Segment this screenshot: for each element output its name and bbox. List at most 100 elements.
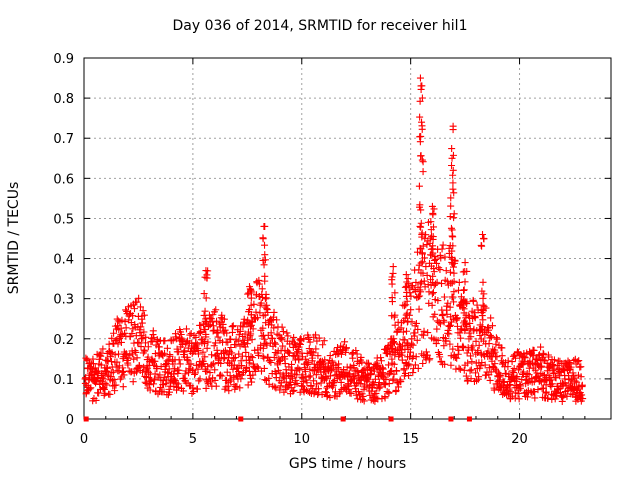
data-point — [140, 328, 148, 336]
data-point — [468, 358, 476, 366]
data-point — [498, 344, 506, 352]
data-point — [354, 368, 362, 376]
data-point — [200, 360, 208, 368]
peak-point — [261, 272, 269, 280]
data-point — [370, 367, 378, 375]
data-point — [227, 343, 235, 351]
data-point — [485, 340, 493, 348]
data-point — [356, 380, 364, 388]
data-point — [109, 368, 117, 376]
data-point — [124, 361, 132, 369]
peak-point — [419, 168, 427, 176]
data-point — [414, 364, 422, 372]
data-point — [416, 280, 424, 288]
peak-point — [417, 219, 425, 227]
data-point — [462, 372, 470, 380]
data-point — [271, 383, 279, 391]
data-point — [138, 319, 146, 327]
data-point — [104, 364, 112, 372]
data-point — [419, 360, 427, 368]
data-point — [456, 365, 464, 373]
data-point — [121, 350, 129, 358]
data-point — [446, 303, 454, 311]
data-point — [405, 360, 413, 368]
data-point — [195, 377, 203, 385]
data-point — [357, 353, 365, 361]
data-point — [523, 376, 531, 384]
data-point — [506, 381, 514, 389]
peak-point — [417, 206, 425, 214]
data-point — [440, 293, 448, 301]
data-point — [277, 379, 285, 387]
data-point — [300, 335, 308, 343]
data-point — [278, 323, 286, 331]
data-point — [165, 388, 173, 396]
data-point — [101, 389, 109, 397]
data-point — [537, 343, 545, 351]
data-point — [535, 352, 543, 360]
zero-marker — [340, 416, 346, 422]
data-point — [132, 348, 140, 356]
data-point — [508, 358, 516, 366]
data-point — [376, 383, 384, 391]
peak-point — [449, 171, 457, 179]
data-point — [112, 363, 120, 371]
data-point — [103, 381, 111, 389]
data-point — [567, 380, 575, 388]
data-point — [358, 358, 366, 366]
data-point — [244, 336, 252, 344]
data-point — [402, 301, 410, 309]
data-point — [276, 357, 284, 365]
data-point — [214, 333, 222, 341]
data-point — [520, 368, 528, 376]
data-point — [511, 354, 519, 362]
data-point — [113, 322, 121, 330]
data-point — [540, 356, 548, 364]
peak-point — [401, 302, 409, 310]
data-point — [492, 340, 500, 348]
data-point — [295, 356, 303, 364]
data-point — [414, 325, 422, 333]
data-point — [403, 327, 411, 335]
data-point — [293, 379, 301, 387]
data-point — [203, 344, 211, 352]
data-point — [259, 324, 267, 332]
data-point — [273, 330, 281, 338]
data-point — [163, 344, 171, 352]
peak-point — [388, 276, 396, 284]
peak-point — [402, 292, 410, 300]
peak-point — [261, 256, 269, 264]
data-point — [385, 380, 393, 388]
data-point — [138, 335, 146, 343]
data-point — [133, 368, 141, 376]
data-point — [412, 353, 420, 361]
data-point — [285, 372, 293, 380]
peak-point — [259, 234, 267, 242]
data-point — [407, 306, 415, 314]
plot-frame — [83, 57, 612, 420]
data-point — [446, 322, 454, 330]
data-point — [219, 320, 227, 328]
data-point — [110, 329, 118, 337]
data-point — [303, 349, 311, 357]
data-point — [579, 395, 587, 403]
data-point — [201, 340, 209, 348]
data-point — [416, 292, 424, 300]
peak-point — [460, 309, 468, 317]
data-point — [553, 391, 561, 399]
data-point — [303, 379, 311, 387]
data-point — [463, 349, 471, 357]
data-point — [302, 355, 310, 363]
data-point — [229, 322, 237, 330]
data-point — [150, 380, 158, 388]
data-point — [228, 328, 236, 336]
peak-point — [418, 82, 426, 90]
data-point — [326, 394, 334, 402]
x-tick-label: 10 — [293, 432, 310, 447]
zero-marker — [466, 416, 472, 422]
peak-point — [389, 348, 397, 356]
chart-title: Day 036 of 2014, SRMTID for receiver hil… — [172, 18, 468, 34]
y-tick-label: 0 — [66, 413, 74, 428]
data-point — [307, 382, 315, 390]
data-point — [247, 353, 255, 361]
